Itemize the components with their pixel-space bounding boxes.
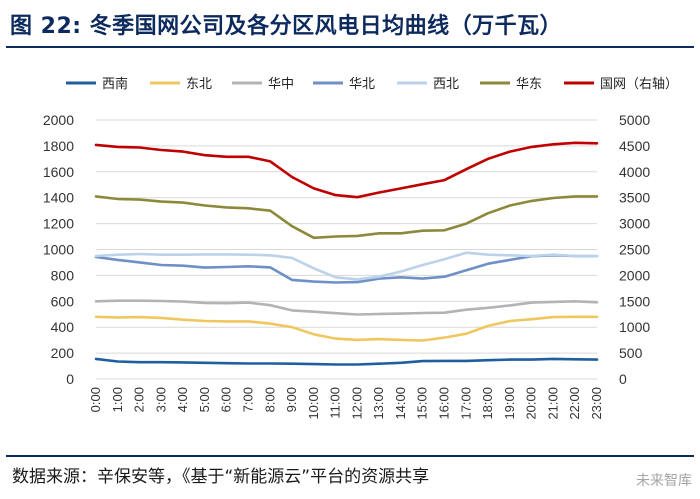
watermark: 未来智库 (636, 473, 692, 489)
legend: 西南 东北 华中 华北 西北 华东 国网（右轴） (66, 76, 678, 91)
legend-label: 华中 (268, 76, 294, 91)
y-left-tick-label: 1800 (43, 138, 74, 154)
x-tick-label: 10:00 (306, 387, 321, 420)
x-tick-label: 2:00 (132, 387, 147, 412)
y-right-tick-label: 4000 (619, 164, 650, 180)
x-tick-label: 5:00 (197, 387, 212, 412)
y-right-tick-label: 1000 (619, 319, 650, 335)
y-left-tick-label: 1400 (43, 190, 74, 206)
y-right-tick-label: 500 (619, 345, 643, 361)
y-right-tick-label: 4500 (619, 138, 650, 154)
y-axis-left: 0 200 400 600 800 1000 1200 1400 1600 1800 2000 (43, 112, 74, 387)
y-right-tick-label: 3500 (619, 190, 650, 206)
y-right-tick-label: 0 (619, 371, 627, 387)
legend-label: 东北 (186, 76, 212, 91)
x-tick-label: 0:00 (88, 387, 103, 412)
legend-label: 华北 (349, 76, 375, 91)
figure-number: 图 22: (10, 14, 82, 39)
x-tick-label: 21:00 (545, 387, 560, 420)
title-text: 冬季国网公司及各分区风电日均曲线（万千瓦） (89, 14, 563, 39)
chart: 西南 东北 华中 华北 西北 华东 国网（右轴） 0 200 400 600 800 1000 1200… (43, 76, 678, 420)
x-tick-label: 12:00 (349, 387, 364, 420)
y-left-tick-label: 1600 (43, 164, 74, 180)
legend-label: 华东 (516, 76, 542, 91)
x-tick-label: 1:00 (110, 387, 125, 412)
x-tick-label: 17:00 (458, 387, 473, 420)
footer-divider (6, 455, 694, 457)
x-tick-label: 4:00 (175, 387, 190, 412)
x-tick-label: 3:00 (153, 387, 168, 412)
y-left-tick-label: 1200 (43, 216, 74, 232)
x-tick-label: 22:00 (567, 387, 582, 420)
title-divider (6, 46, 694, 48)
y-right-tick-label: 2500 (619, 242, 650, 258)
series-line-华北 (94, 254, 599, 284)
y-right-tick-label: 3000 (619, 216, 650, 232)
y-right-tick-label: 2000 (619, 267, 650, 283)
x-tick-label: 8:00 (262, 387, 277, 412)
y-axis-right: 0 500 1000 1500 2000 2500 3000 3500 4000 4500 5000 (619, 112, 650, 387)
x-tick-label: 11:00 (328, 387, 343, 419)
legend-label: 西南 (102, 76, 128, 91)
x-tick-label: 9:00 (284, 387, 299, 412)
y-right-tick-label: 1500 (619, 293, 650, 309)
x-tick-label: 6:00 (219, 387, 234, 412)
series-line-西南 (94, 357, 599, 366)
y-right-tick-label: 5000 (619, 112, 650, 128)
legend-label: 西北 (433, 76, 459, 91)
x-tick-label: 16:00 (437, 387, 452, 420)
x-tick-label: 19:00 (502, 387, 517, 420)
y-left-tick-label: 2000 (43, 112, 74, 128)
series-line-华东 (94, 195, 599, 240)
x-tick-label: 23:00 (589, 387, 604, 420)
series-line-东北 (94, 315, 599, 342)
series-line-华中 (94, 299, 599, 316)
y-left-tick-label: 600 (51, 293, 75, 309)
series-line-西北 (94, 251, 599, 281)
x-tick-label: 14:00 (393, 387, 408, 420)
legend-label: 国网（右轴） (600, 76, 678, 91)
chart-title: 图 22: 冬季国网公司及各分区风电日均曲线（万千瓦） (10, 8, 690, 42)
y-left-tick-label: 1000 (43, 242, 74, 258)
y-left-tick-label: 400 (51, 319, 75, 335)
y-left-tick-label: 800 (51, 267, 75, 283)
series-line-国网（右轴） (94, 141, 599, 199)
y-left-tick-label: 0 (66, 371, 74, 387)
source-note: 数据来源：辛保安等，《基于“新能源云”平台的资源共享 (12, 467, 430, 487)
y-left-tick-label: 200 (51, 345, 75, 361)
x-tick-label: 15:00 (415, 387, 430, 420)
x-tick-label: 18:00 (480, 387, 495, 420)
x-tick-label: 7:00 (240, 387, 255, 412)
x-tick-label: 20:00 (524, 387, 539, 420)
x-tick-label: 13:00 (371, 387, 386, 420)
series-lines (94, 141, 599, 366)
x-axis: 0:00 1:00 2:00 3:00 4:00 5:00 6:00 7:00 8:00 9:00… (88, 387, 604, 420)
